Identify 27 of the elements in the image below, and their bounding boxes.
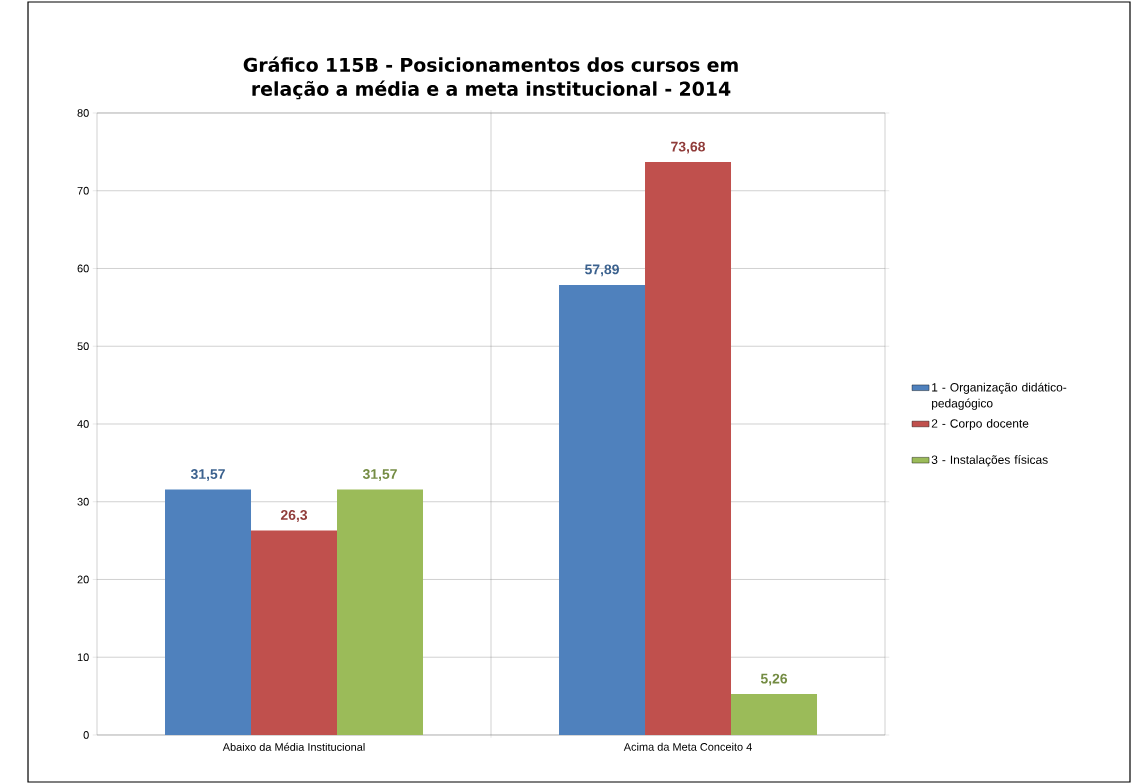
data-label: 26,3 — [280, 510, 308, 522]
bar — [337, 489, 424, 735]
x-tick-label: Acima da Meta Conceito 4 — [623, 742, 752, 751]
legend-label: 2 - Corpo docente — [931, 418, 1029, 431]
bar — [165, 489, 252, 735]
chart-title: Gráfico 115B - Posicionamentos dos cursos em relação a média e a meta institucional - 2014 — [243, 56, 738, 100]
y-tick-label: 50 — [77, 342, 89, 351]
data-label: 73,68 — [671, 141, 706, 154]
bar — [251, 530, 338, 735]
x-tick-label: Abaixo da Média Institucional — [222, 742, 365, 751]
y-tick-label: 10 — [77, 653, 89, 662]
data-label: 31,57 — [362, 469, 397, 482]
y-tick-label: 0 — [83, 731, 89, 739]
y-tick-label: 70 — [77, 186, 89, 195]
y-tick-label: 40 — [77, 420, 89, 428]
legend-label: 3 - Instalações físicas — [931, 455, 1048, 467]
bar — [731, 694, 818, 735]
y-tick-label: 20 — [77, 575, 89, 584]
data-label: 31,57 — [190, 469, 225, 482]
data-label: 5,26 — [760, 673, 788, 686]
y-tick-label: 80 — [77, 109, 89, 117]
y-tick-label: 30 — [77, 497, 89, 506]
legend-label: 1 - Organização didático-pedagógico — [932, 382, 1067, 410]
bar — [559, 284, 646, 735]
bar — [645, 162, 732, 735]
y-tick-label: 60 — [77, 264, 89, 273]
data-label: 57,89 — [584, 264, 619, 277]
